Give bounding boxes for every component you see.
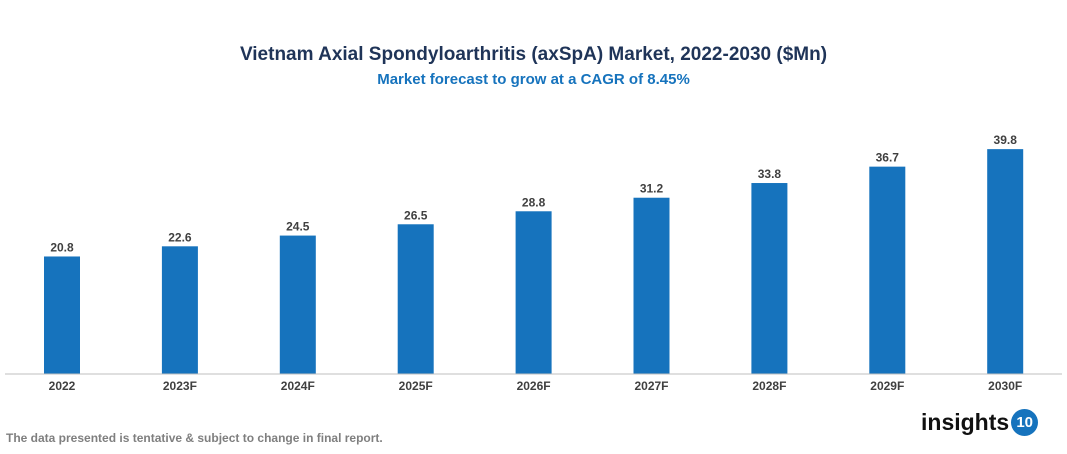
x-tick-label: 2023F [163, 379, 197, 393]
logo-badge: 10 [1011, 409, 1039, 436]
data-label: 36.7 [876, 151, 900, 165]
x-tick-label: 2030F [988, 379, 1022, 393]
x-tick-label: 2027F [634, 379, 668, 393]
bar [633, 197, 670, 374]
chart-subtitle: Market forecast to grow at a CAGR of 8.4… [377, 71, 690, 88]
x-tick-label: 2024F [281, 379, 315, 393]
data-label: 24.5 [286, 220, 310, 234]
bar [44, 256, 80, 374]
x-tick-label: 2028F [752, 379, 786, 393]
x-tick-label: 2025F [399, 379, 433, 393]
data-label: 20.8 [50, 240, 74, 254]
logo-text: insights [921, 409, 1010, 435]
data-label: 26.5 [404, 208, 428, 222]
x-tick-label: 2022 [49, 379, 76, 393]
x-tick-label: 2029F [870, 379, 904, 393]
data-label: 31.2 [640, 182, 664, 196]
chart-title: Vietnam Axial Spondyloarthritis (axSpA) … [239, 44, 828, 65]
data-label: 39.8 [994, 133, 1018, 147]
bar [515, 211, 552, 374]
bar [161, 246, 198, 374]
data-label: 33.8 [758, 167, 782, 181]
data-label: 22.6 [168, 230, 192, 244]
bar [987, 149, 1024, 374]
footnote: The data presented is tentative & subjec… [6, 431, 383, 445]
bar [751, 183, 788, 374]
bar [869, 166, 906, 374]
bar [397, 224, 434, 374]
insights10-logo: insights 10 [921, 409, 1039, 436]
data-label: 28.8 [522, 195, 546, 209]
bar [279, 235, 316, 374]
x-tick-label: 2026F [517, 379, 551, 393]
